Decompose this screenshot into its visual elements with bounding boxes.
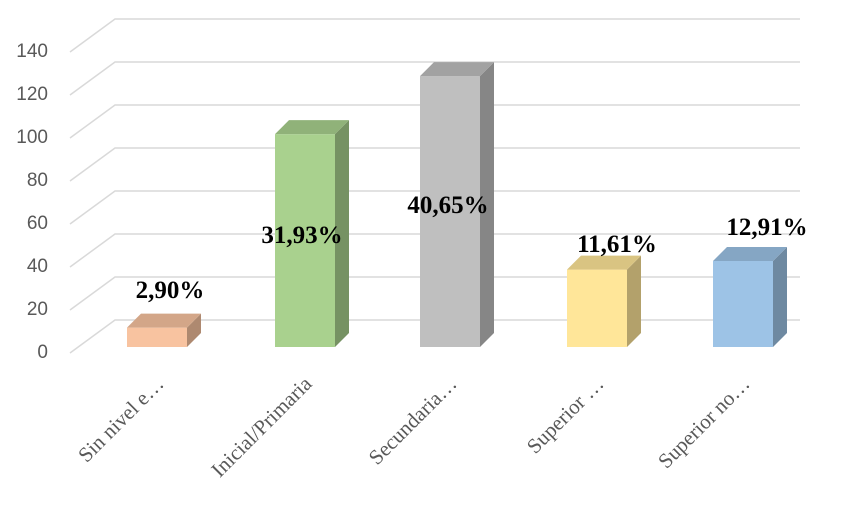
data-label: 2,90% [136,277,205,304]
x-tick-label: Superior no… [653,372,755,474]
grid-line [69,104,800,139]
y-tick-label: 140 [16,41,48,62]
y-tick-label: 100 [16,127,48,148]
y-tick-label: 60 [27,213,48,234]
bar-top [567,255,641,270]
grid-line [69,233,800,268]
bar-top [713,247,787,261]
x-tick-label: Secundaria… [364,372,462,470]
grid-line [69,61,800,96]
y-tick-label: 40 [27,256,48,277]
bar [420,76,480,347]
bar [127,327,187,347]
bar [275,134,335,347]
bar-side [480,62,494,347]
y-tick-label: 20 [27,299,48,320]
bar-side [627,255,641,347]
y-tick-label: 80 [27,170,48,191]
bar-top [420,62,494,77]
data-label: 12,91% [726,214,807,241]
grid-line [69,18,800,53]
x-tick-label: Sin nivel e… [73,372,168,467]
data-label: 11,61% [577,231,657,258]
grid-line [69,190,800,225]
bar-side [773,247,787,347]
bar [713,261,773,347]
y-tick-label: 120 [16,84,48,105]
x-tick-label: Superior … [522,372,609,459]
bar-side [335,120,349,348]
grid-line [69,147,800,182]
data-label: 40,65% [407,192,488,219]
y-tick-label: 0 [37,342,48,363]
x-tick-label: Inicial/Primaria [206,371,317,482]
bar [567,269,627,347]
bar-top [127,313,201,328]
bar-side [187,313,201,347]
data-label: 31,93% [261,222,342,249]
bar-top [275,120,349,135]
